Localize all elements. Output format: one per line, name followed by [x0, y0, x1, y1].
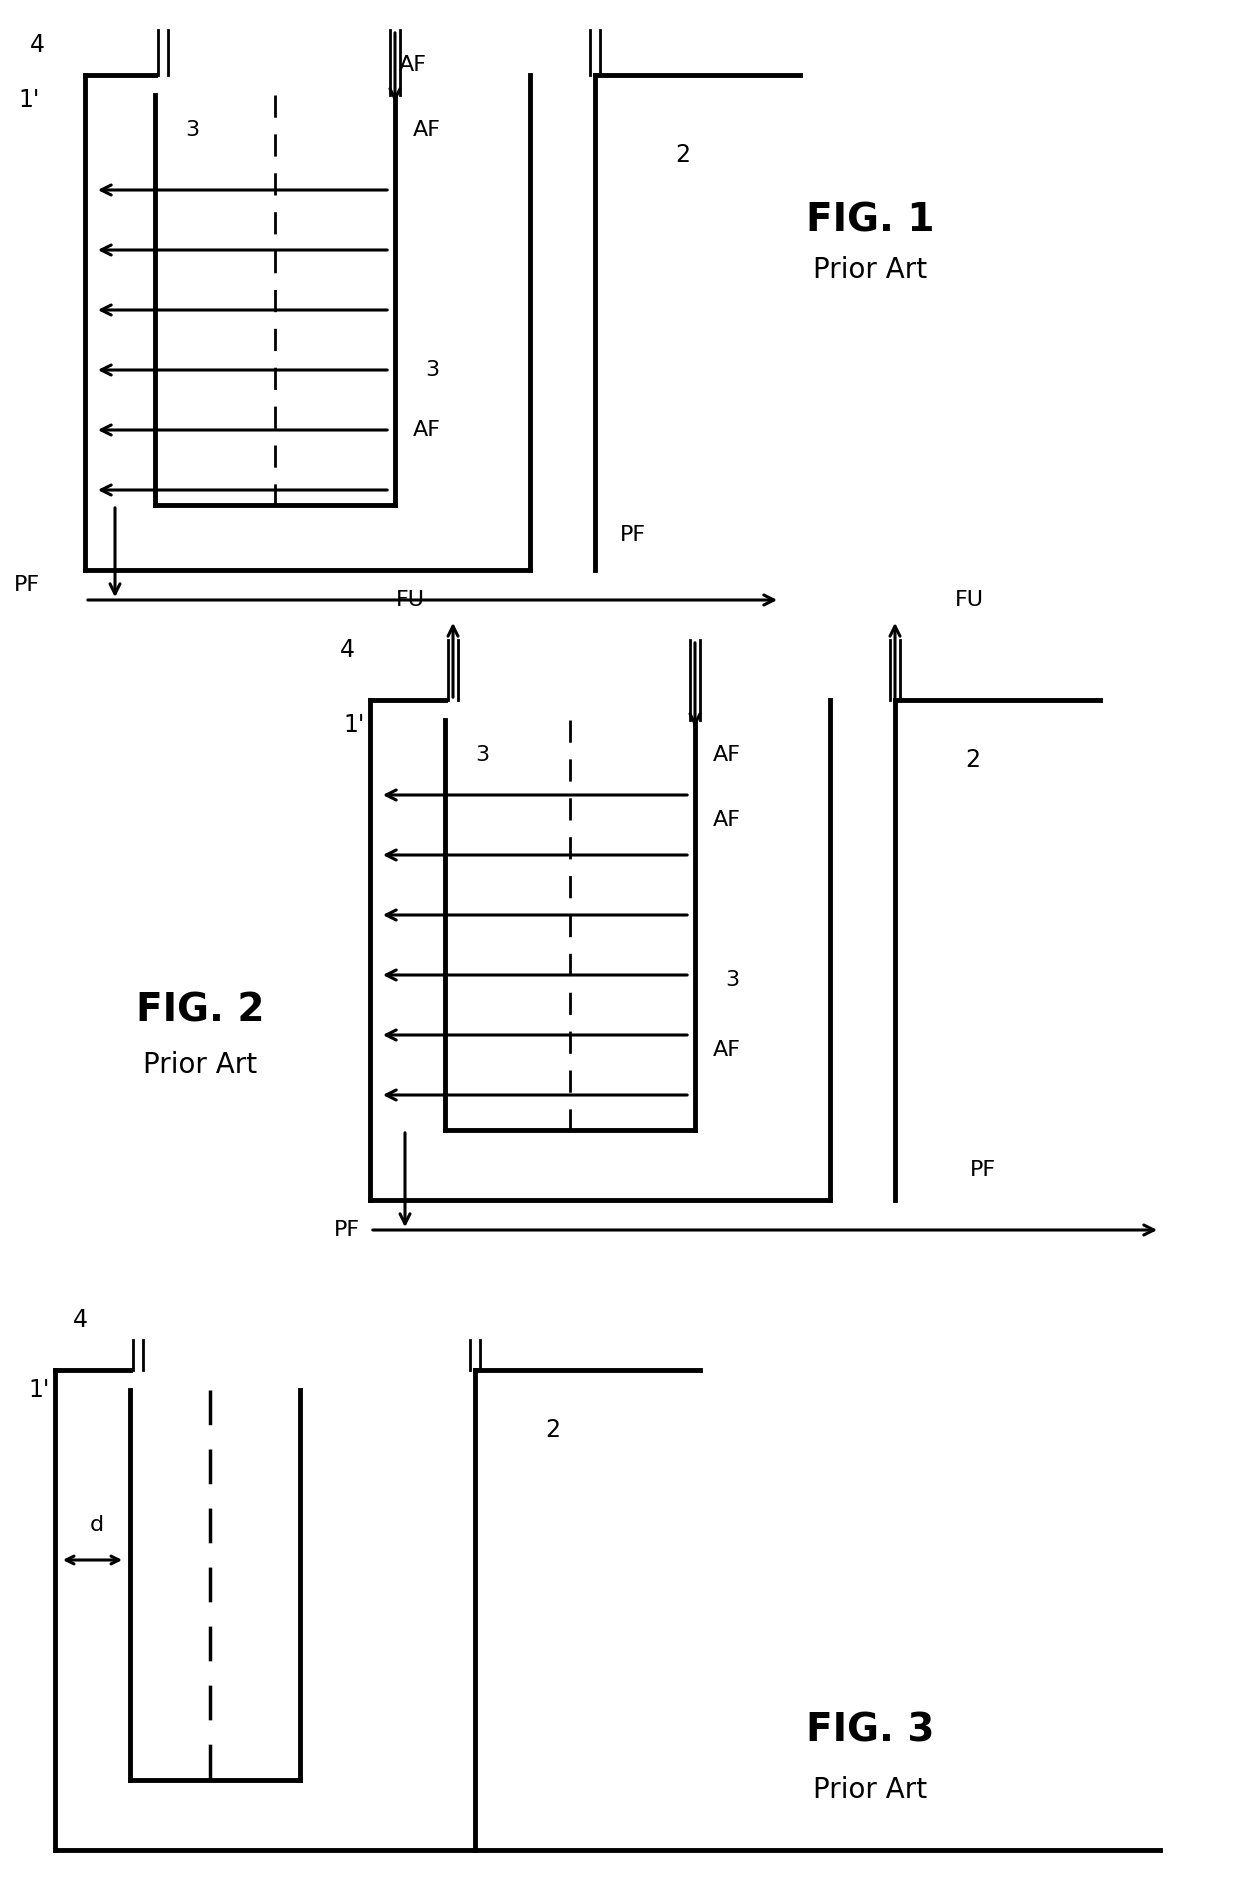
Text: d: d [91, 1515, 104, 1535]
Text: AF: AF [399, 55, 427, 76]
Text: Prior Art: Prior Art [143, 1051, 257, 1078]
Text: 4: 4 [340, 638, 355, 662]
Text: AF: AF [713, 1040, 742, 1059]
Text: 3: 3 [725, 970, 739, 991]
Text: FIG. 1: FIG. 1 [806, 201, 934, 239]
Text: 3: 3 [475, 746, 489, 765]
Text: 3: 3 [425, 361, 439, 380]
Text: 1': 1' [19, 87, 40, 112]
Text: AF: AF [413, 419, 441, 440]
Text: 2: 2 [546, 1418, 560, 1442]
Text: 2: 2 [675, 142, 689, 167]
Text: 1': 1' [343, 714, 365, 736]
Text: 2: 2 [965, 748, 980, 772]
Text: Prior Art: Prior Art [813, 256, 928, 285]
Text: AF: AF [413, 120, 441, 140]
Text: 4: 4 [30, 32, 45, 57]
Text: PF: PF [14, 575, 40, 594]
Text: FIG. 2: FIG. 2 [135, 991, 264, 1029]
Text: FU: FU [396, 590, 425, 609]
Text: PF: PF [620, 526, 646, 545]
Text: 1': 1' [29, 1378, 50, 1403]
Text: PF: PF [970, 1160, 996, 1181]
Text: PF: PF [334, 1220, 360, 1239]
Text: 3: 3 [185, 120, 200, 140]
Text: 4: 4 [72, 1308, 88, 1332]
Text: AF: AF [713, 746, 742, 765]
Text: FU: FU [955, 590, 985, 609]
Text: AF: AF [713, 810, 742, 829]
Text: FIG. 3: FIG. 3 [806, 1710, 934, 1748]
Text: Prior Art: Prior Art [813, 1777, 928, 1803]
